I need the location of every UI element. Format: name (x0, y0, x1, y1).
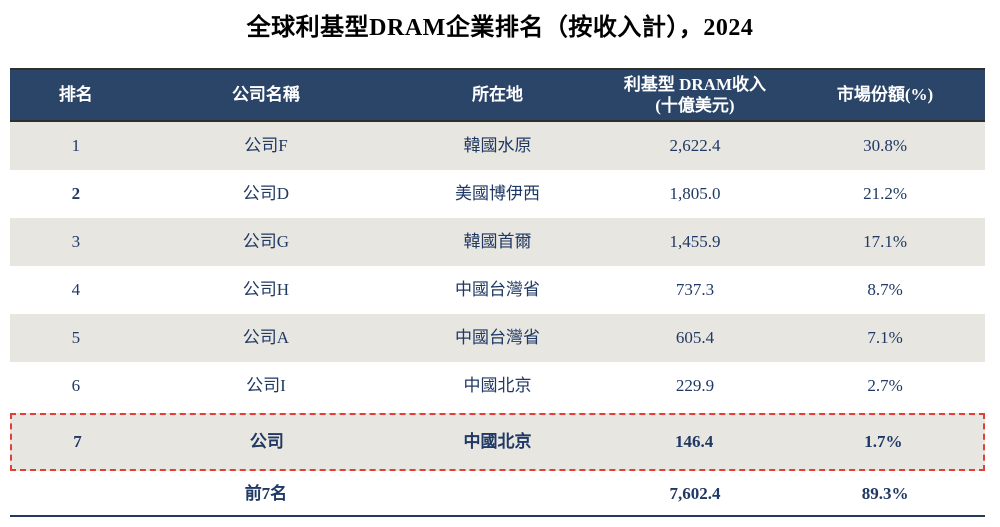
table-header-row: 排名 公司名稱 所在地 利基型 DRAM收入 (十億美元) 市場份額(%) (10, 68, 985, 122)
cell-company: 公司D (242, 184, 290, 204)
cell-share: 1.7% (864, 432, 903, 452)
cell-share: 2.7% (867, 376, 903, 396)
cell-location: 韓國首爾 (463, 232, 532, 252)
cell-share: 8.7% (867, 280, 903, 300)
ranking-table: 排名 公司名稱 所在地 利基型 DRAM收入 (十億美元) 市場份額(%) 1 … (10, 68, 985, 517)
table-row: 1 公司F 韓國水原 2,622.4 30.8% (10, 122, 985, 170)
cell-rank: 3 (71, 232, 81, 252)
column-header-share: 市場份額(%) (836, 85, 934, 105)
cell-total-revenue: 7,602.4 (669, 484, 721, 504)
cell-share: 7.1% (867, 328, 903, 348)
table-footer-row: 前7名 7,602.4 89.3% (10, 473, 985, 517)
cell-company: 公司H (242, 280, 290, 300)
cell-location: 中國北京 (463, 376, 532, 396)
cell-location: 中國台灣省 (455, 328, 540, 348)
cell-location: 中國北京 (463, 432, 532, 452)
cell-revenue: 146.4 (674, 432, 714, 452)
column-header-revenue-line2: (十億美元) (655, 96, 735, 115)
cell-rank: 1 (71, 136, 81, 156)
column-header-rank: 排名 (58, 85, 93, 105)
cell-share: 21.2% (863, 184, 908, 204)
table-row: 6 公司I 中國北京 229.9 2.7% (10, 362, 985, 410)
table-row: 3 公司G 韓國首爾 1,455.9 17.1% (10, 218, 985, 266)
cell-location: 韓國水原 (463, 136, 532, 156)
cell-company: 公司A (242, 328, 290, 348)
column-header-company: 公司名稱 (231, 85, 300, 105)
cell-location: 中國台灣省 (455, 280, 540, 300)
cell-revenue: 1,805.0 (669, 184, 721, 204)
cell-revenue: 1,455.9 (669, 232, 721, 252)
cell-revenue: 229.9 (675, 376, 715, 396)
table-row-highlighted: 7 公司 中國北京 146.4 1.7% (10, 413, 985, 471)
cell-share: 30.8% (863, 136, 908, 156)
cell-total-label: 前7名 (244, 484, 288, 504)
cell-share: 17.1% (863, 232, 908, 252)
page-title: 全球利基型DRAM企業排名（按收入計），2024 (246, 15, 754, 41)
cell-company: 公司 (249, 432, 284, 452)
cell-location: 美國博伊西 (455, 184, 540, 204)
cell-revenue: 2,622.4 (669, 136, 721, 156)
column-header-revenue: 利基型 DRAM收入 (十億美元) (605, 74, 785, 117)
cell-rank: 6 (71, 376, 81, 396)
cell-rank: 7 (73, 432, 82, 452)
cell-total-share: 89.3% (861, 484, 909, 504)
cell-rank: 5 (71, 328, 81, 348)
cell-company: 公司I (246, 376, 286, 396)
table-row: 5 公司A 中國台灣省 605.4 7.1% (10, 314, 985, 362)
column-header-revenue-line1: 利基型 DRAM收入 (623, 74, 766, 94)
table-row: 2 公司D 美國博伊西 1,805.0 21.2% (10, 170, 985, 218)
cell-company: 公司F (244, 136, 288, 156)
cell-rank: 4 (71, 280, 81, 300)
cell-revenue: 737.3 (675, 280, 715, 300)
cell-revenue: 605.4 (675, 328, 715, 348)
table-row: 4 公司H 中國台灣省 737.3 8.7% (10, 266, 985, 314)
column-header-location: 所在地 (472, 85, 523, 105)
cell-rank: 2 (71, 184, 81, 204)
cell-company: 公司G (242, 232, 290, 252)
